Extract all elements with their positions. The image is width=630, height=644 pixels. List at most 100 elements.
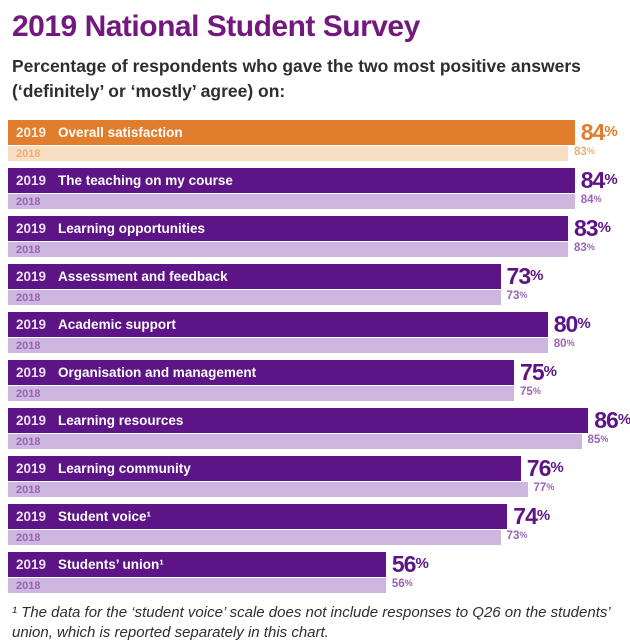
chart-row: 2019 Organisation and management 75% 201… <box>8 360 622 401</box>
bar-2019: 2019 Overall satisfaction <box>8 120 575 145</box>
bar-year-label-2018: 2018 <box>16 147 41 160</box>
value-label-2019: 76% <box>526 455 564 481</box>
value-label-2018: 56% <box>391 578 413 591</box>
chart-row: 2019 Learning resources 86% 2018 85% <box>8 408 630 449</box>
bar-2018: 2018 <box>8 290 501 305</box>
chart-row: 2019 Learning community 76% 2018 77% <box>8 456 622 497</box>
bar-2019: 2019 The teaching on my course <box>8 168 575 193</box>
bar-line-2018: 2018 83% <box>8 241 622 257</box>
bar-line-2018: 2018 56% <box>8 577 622 593</box>
value-label-2019: 73% <box>506 263 544 289</box>
value-label-2018: 75% <box>520 386 541 399</box>
value-label-2019: 74% <box>513 503 551 529</box>
bar-line-2019: 2019 Organisation and management 75% <box>8 360 622 385</box>
bar-year-label-2018: 2018 <box>16 339 41 352</box>
bar-year-label-2019: 2019 <box>16 125 47 140</box>
bar-line-2018: 2018 77% <box>8 481 622 497</box>
value-label-2019: 84% <box>580 167 618 193</box>
bar-2019: 2019 Students’ union¹ <box>8 552 386 577</box>
bar-2018: 2018 <box>8 338 548 353</box>
bar-category-label: Learning community <box>58 461 191 476</box>
bar-line-2019: 2019 Learning community 76% <box>8 456 622 481</box>
bar-2018: 2018 <box>8 530 501 545</box>
bar-category-label: Learning resources <box>58 413 184 428</box>
bar-line-2019: 2019 Assessment and feedback 73% <box>8 264 622 289</box>
value-label-2018: 80% <box>553 338 575 351</box>
bar-year-label-2019: 2019 <box>16 557 47 572</box>
value-label-2018: 73% <box>506 290 528 303</box>
bar-category-label: Students’ union¹ <box>58 557 164 572</box>
chart-row: 2019 Learning opportunities 83% 2018 83% <box>8 216 622 257</box>
bar-category-label: The teaching on my course <box>58 173 233 188</box>
value-label-2019: 83% <box>574 215 611 241</box>
bar-2018: 2018 <box>8 434 582 449</box>
chart-subtitle: Percentage of respondents who gave the t… <box>12 54 622 104</box>
bar-year-label-2019: 2019 <box>16 269 47 284</box>
bar-line-2018: 2018 85% <box>8 433 622 449</box>
bar-year-label-2019: 2019 <box>16 317 47 332</box>
bar-line-2019: 2019 Students’ union¹ 56% <box>8 552 622 577</box>
bar-category-label: Assessment and feedback <box>58 269 228 284</box>
bar-2019: 2019 Academic support <box>8 312 548 337</box>
value-label-2019: 80% <box>553 311 591 337</box>
bar-line-2019: 2019 Academic support 80% <box>8 312 622 337</box>
bar-year-label-2018: 2018 <box>16 435 41 448</box>
bar-year-label-2018: 2018 <box>16 291 41 304</box>
bar-2018: 2018 <box>8 146 569 161</box>
subtitle-line-2: (‘definitely’ or ‘mostly’ agree) on: <box>12 81 286 101</box>
value-label-2018: 85% <box>587 434 609 447</box>
chart-row: 2019 The teaching on my course 84% 2018 … <box>8 168 622 209</box>
bar-year-label-2018: 2018 <box>16 195 41 208</box>
bar-year-label-2018: 2018 <box>16 483 41 496</box>
subtitle-line-1: Percentage of respondents who gave the t… <box>12 56 581 76</box>
bar-category-label: Learning opportunities <box>58 221 206 236</box>
bar-2018: 2018 <box>8 578 386 593</box>
value-label-2019: 56% <box>391 551 429 577</box>
bar-line-2018: 2018 75% <box>8 385 622 401</box>
bar-2019: 2019 Organisation and management <box>8 360 515 385</box>
bar-line-2019: 2019 Learning resources 86% <box>8 408 630 433</box>
chart-row: 2019 Assessment and feedback 73% 2018 73… <box>8 264 622 305</box>
bar-line-2018: 2018 73% <box>8 289 622 305</box>
value-label-2018: 73% <box>506 530 528 543</box>
bar-2019: 2019 Assessment and feedback <box>8 264 501 289</box>
bar-category-label: Student voice¹ <box>58 509 152 524</box>
bar-2018: 2018 <box>8 242 569 257</box>
bar-line-2019: 2019 The teaching on my course 84% <box>8 168 622 193</box>
bar-chart: 2019 Overall satisfaction 84% 2018 83% 2… <box>8 120 630 593</box>
value-label-2018: 84% <box>580 194 602 207</box>
chart-footnote: ¹ The data for the ‘student voice’ scale… <box>12 604 610 641</box>
bar-line-2018: 2018 73% <box>8 529 622 545</box>
bar-year-label-2019: 2019 <box>16 365 47 380</box>
bar-category-label: Academic support <box>58 317 176 332</box>
value-label-2019: 84% <box>580 119 618 145</box>
bar-year-label-2019: 2019 <box>16 461 47 476</box>
bar-2018: 2018 <box>8 386 515 401</box>
bar-line-2019: 2019 Learning opportunities 83% <box>8 216 622 241</box>
bar-2018: 2018 <box>8 194 575 209</box>
bar-line-2018: 2018 84% <box>8 193 622 209</box>
bar-year-label-2019: 2019 <box>16 413 47 428</box>
bar-line-2019: 2019 Overall satisfaction 84% <box>8 120 622 145</box>
value-label-2019: 86% <box>594 407 630 433</box>
chart-row: 2019 Academic support 80% 2018 80% <box>8 312 622 353</box>
bar-year-label-2018: 2018 <box>16 579 41 592</box>
bar-line-2018: 2018 80% <box>8 337 622 353</box>
bar-2019: 2019 Student voice¹ <box>8 504 508 529</box>
chart-row: 2019 Student voice¹ 74% 2018 73% <box>8 504 622 545</box>
chart-row: 2019 Students’ union¹ 56% 2018 56% <box>8 552 622 593</box>
bar-2019: 2019 Learning community <box>8 456 521 481</box>
bar-year-label-2019: 2019 <box>16 509 47 524</box>
bar-year-label-2018: 2018 <box>16 531 41 544</box>
value-label-2018: 83% <box>574 146 595 159</box>
bar-year-label-2018: 2018 <box>16 243 41 256</box>
bar-category-label: Overall satisfaction <box>58 125 183 140</box>
bar-year-label-2019: 2019 <box>16 221 47 236</box>
bar-category-label: Organisation and management <box>58 365 257 380</box>
chart-row: 2019 Overall satisfaction 84% 2018 83% <box>8 120 622 161</box>
bar-year-label-2019: 2019 <box>16 173 47 188</box>
bar-2019: 2019 Learning opportunities <box>8 216 569 241</box>
bar-2019: 2019 Learning resources <box>8 408 589 433</box>
bar-line-2018: 2018 83% <box>8 145 622 161</box>
